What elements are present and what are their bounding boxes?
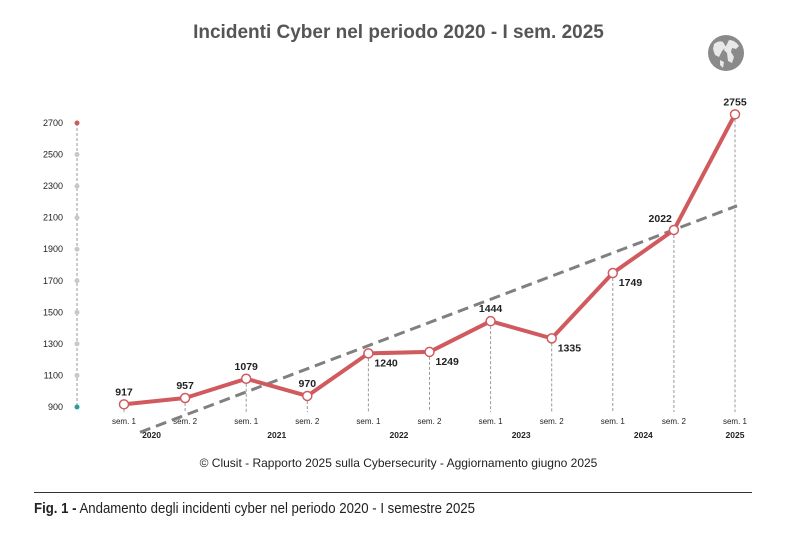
x-tick-label: sem. 1 xyxy=(356,417,381,426)
data-label: 957 xyxy=(176,380,194,392)
y-tick-dot xyxy=(74,309,80,315)
x-tick-label: sem. 2 xyxy=(173,417,198,426)
y-tick-dot xyxy=(74,278,80,284)
year-label: 2025 xyxy=(726,430,745,440)
y-tick-label: 2100 xyxy=(43,213,63,223)
data-label: 2022 xyxy=(649,213,673,225)
data-point xyxy=(546,333,557,344)
x-tick-label: sem. 1 xyxy=(112,417,137,426)
data-label: 1335 xyxy=(558,342,582,354)
data-point xyxy=(363,348,374,359)
data-label: 1240 xyxy=(374,357,398,369)
data-point xyxy=(668,224,680,236)
data-label: 970 xyxy=(299,378,317,390)
data-point xyxy=(240,373,252,385)
data-point xyxy=(424,346,435,358)
y-tick-label: 2300 xyxy=(43,181,63,191)
y-tick-dot xyxy=(74,152,80,158)
chart-title: Incidenti Cyber nel periodo 2020 - I sem… xyxy=(193,22,604,43)
series-line xyxy=(123,113,737,407)
x-tick-label: sem. 2 xyxy=(417,417,442,426)
data-point xyxy=(729,109,741,120)
x-tick-label: sem. 1 xyxy=(601,417,626,426)
y-tick-label: 2700 xyxy=(43,118,63,128)
y-tick-dot xyxy=(74,404,80,410)
source-note: © Clusit - Rapporto 2025 sulla Cybersecu… xyxy=(199,456,598,470)
x-tick-label: sem. 2 xyxy=(295,417,320,426)
y-tick-dot xyxy=(74,215,80,221)
y-tick-dot xyxy=(74,372,80,378)
x-tick-label: sem. 2 xyxy=(540,417,565,426)
y-tick-dot xyxy=(74,120,80,126)
y-tick-label: 1100 xyxy=(44,370,63,380)
x-tick-label: sem. 1 xyxy=(723,417,748,426)
y-tick-dot xyxy=(74,183,80,189)
y-tick-label: 900 xyxy=(48,402,63,412)
data-label: 2755 xyxy=(723,96,747,108)
data-point xyxy=(607,267,619,279)
year-label: 2024 xyxy=(634,430,653,440)
x-tick-label: sem. 1 xyxy=(234,417,259,426)
data-point xyxy=(179,392,191,404)
y-tick-label: 1300 xyxy=(43,339,63,349)
data-point xyxy=(485,315,496,327)
x-tick-label: sem. 2 xyxy=(662,417,687,426)
data-label: 917 xyxy=(115,386,133,398)
data-label: 1749 xyxy=(619,277,643,289)
y-tick-label: 2500 xyxy=(43,150,63,160)
y-tick-label: 1700 xyxy=(43,276,63,286)
y-tick-dot xyxy=(74,341,80,347)
data-label: 1444 xyxy=(479,303,503,315)
year-label: 2022 xyxy=(389,430,408,440)
data-point xyxy=(118,399,130,410)
divider xyxy=(34,492,752,493)
x-tick-label: sem. 1 xyxy=(479,417,504,426)
caption-text: Andamento degli incidenti cyber nel peri… xyxy=(76,500,476,517)
year-label: 2023 xyxy=(512,430,531,440)
y-tick-label: 1900 xyxy=(43,244,63,254)
caption-prefix: Fig. 1 - xyxy=(34,500,77,517)
figure-caption: Fig. 1 - Andamento degli incidenti cyber… xyxy=(34,500,475,517)
y-tick-dot xyxy=(74,246,80,252)
data-point xyxy=(302,390,313,402)
data-label: 1249 xyxy=(436,356,460,368)
data-label: 1079 xyxy=(235,361,259,373)
y-tick-label: 1500 xyxy=(43,307,63,317)
year-label: 2020 xyxy=(142,430,161,440)
year-label: 2021 xyxy=(267,430,286,440)
trend-line xyxy=(139,204,738,434)
